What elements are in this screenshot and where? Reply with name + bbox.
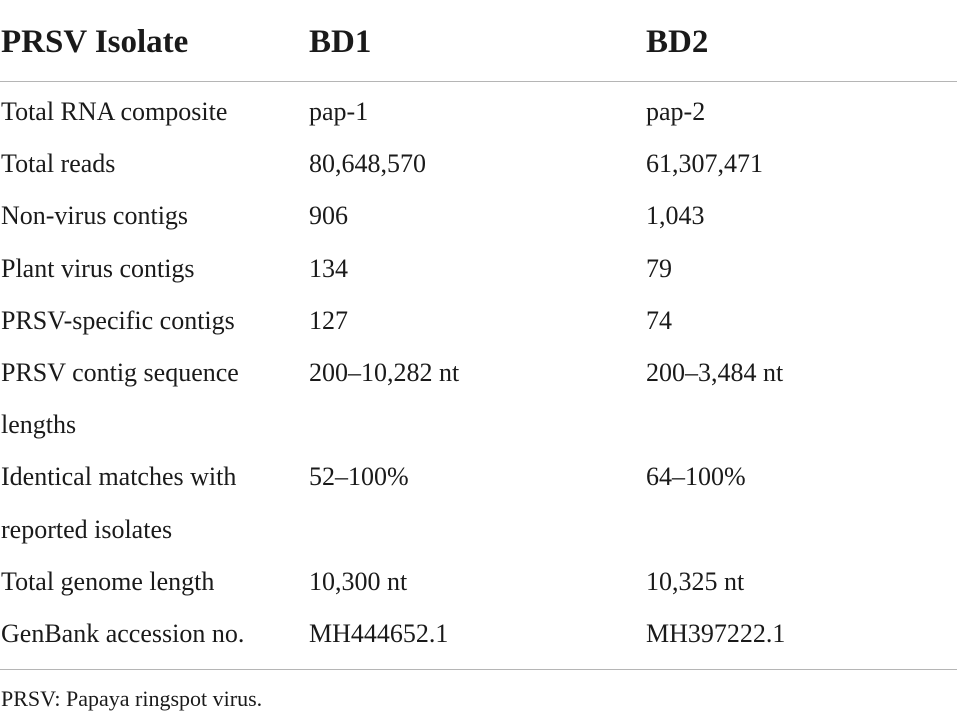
- row-bd1-value: pap-1: [309, 97, 369, 126]
- table-row: Non-virus contigs 906 1,043: [0, 190, 957, 242]
- table-row: Total reads 80,648,570 61,307,471: [0, 138, 957, 190]
- row-bd2-value: 64–100%: [646, 462, 746, 492]
- table-row: Total genome length 10,300 nt 10,325 nt: [0, 556, 957, 608]
- table-body: Total RNA composite pap-1 pap-2 Total re…: [0, 82, 957, 670]
- header-bd1: BD1: [309, 24, 372, 60]
- table-header: PRSV Isolate BD1 BD2: [0, 0, 957, 82]
- row-bd2-value: 61,307,471: [646, 149, 763, 179]
- header-prsv-isolate: PRSV Isolate: [1, 24, 189, 60]
- row-bd2-value: 79: [646, 253, 672, 283]
- row-label: Total genome length: [1, 566, 215, 596]
- row-label: Total RNA composite: [1, 97, 228, 126]
- row-label: Identical matches with reported isolates: [1, 462, 237, 544]
- table-row: GenBank accession no. MH444652.1 MH39722…: [0, 608, 957, 660]
- row-bd1-value: MH444652.1: [309, 619, 449, 649]
- row-bd1-value: 200–10,282 nt: [309, 358, 460, 388]
- row-label: Total reads: [1, 149, 116, 179]
- row-bd2-value: 10,325 nt: [646, 566, 745, 596]
- row-label: GenBank accession no.: [1, 619, 245, 649]
- row-bd1-value: 906: [309, 201, 348, 231]
- row-bd1-value: 52–100%: [309, 462, 409, 492]
- table-row: PRSV contig sequence lengths 200–10,282 …: [0, 347, 957, 451]
- table-row: Identical matches with reported isolates…: [0, 451, 957, 555]
- row-bd1-value: 80,648,570: [309, 149, 426, 179]
- row-bd2-value: 1,043: [646, 201, 705, 231]
- row-label: Non-virus contigs: [1, 201, 189, 231]
- table-row: Plant virus contigs 134 79: [0, 243, 957, 295]
- row-bd1-value: 10,300 nt: [309, 566, 408, 596]
- table-row: PRSV-specific contigs 127 74: [0, 295, 957, 347]
- row-label: Plant virus contigs: [1, 253, 195, 283]
- table-footnote: PRSV: Papaya ringspot virus.: [1, 686, 263, 711]
- row-bd1-value: 134: [309, 253, 348, 283]
- data-table: PRSV Isolate BD1 BD2 Total RNA composite…: [0, 0, 957, 670]
- header-bd2: BD2: [646, 24, 709, 60]
- row-bd2-value: pap-2: [646, 97, 706, 126]
- row-bd1-value: 127: [309, 305, 348, 335]
- row-bd2-value: 74: [646, 305, 672, 335]
- table-row: Total RNA composite pap-1 pap-2: [0, 86, 957, 138]
- row-label: PRSV contig sequence lengths: [1, 358, 239, 440]
- row-label: PRSV-specific contigs: [1, 305, 235, 335]
- row-bd2-value: 200–3,484 nt: [646, 358, 784, 388]
- row-bd2-value: MH397222.1: [646, 619, 786, 649]
